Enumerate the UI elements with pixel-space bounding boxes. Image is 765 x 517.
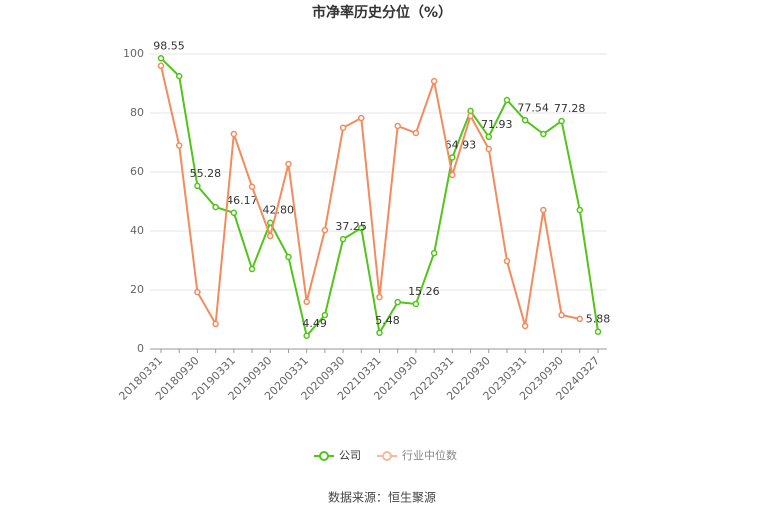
y-tick-label: 100	[123, 47, 144, 60]
point	[503, 96, 511, 104]
y-tick-label: 40	[130, 224, 144, 237]
point	[339, 235, 347, 243]
point	[230, 130, 238, 138]
data-label: 71.93	[481, 118, 513, 131]
data-label: 46.17	[226, 194, 258, 207]
point	[303, 298, 310, 306]
point	[175, 142, 183, 149]
data-label: 98.55	[153, 39, 185, 52]
source: 数据来源：恒生聚源	[328, 490, 436, 505]
point	[540, 206, 547, 214]
point	[358, 224, 365, 232]
y-tick-label: 0	[137, 342, 144, 355]
data-label: 15.26	[408, 285, 440, 298]
point	[485, 133, 492, 141]
point	[157, 62, 165, 70]
point	[576, 206, 584, 214]
point	[449, 171, 456, 179]
point	[321, 226, 329, 234]
point	[540, 130, 547, 138]
point	[212, 320, 219, 328]
point	[248, 183, 256, 190]
point	[285, 160, 292, 168]
point	[157, 55, 165, 62]
point	[339, 124, 347, 131]
point	[212, 203, 219, 211]
point	[394, 298, 401, 306]
point	[285, 253, 292, 261]
point	[521, 322, 529, 330]
point	[194, 288, 201, 296]
y-tick-label: 80	[130, 106, 144, 119]
point	[467, 107, 474, 115]
legend-item: 公司	[314, 449, 361, 462]
point	[267, 219, 274, 226]
chart-title: 市净率历史分位（%）	[312, 4, 452, 21]
point	[558, 117, 565, 125]
legend-label: 行业中位数	[402, 448, 457, 462]
point	[194, 182, 201, 190]
point	[230, 209, 238, 217]
point	[430, 77, 438, 85]
point	[430, 249, 438, 257]
point	[503, 257, 511, 265]
point	[558, 311, 565, 319]
point	[521, 117, 529, 124]
point	[412, 129, 420, 137]
data-label: 55.28	[190, 167, 222, 180]
point	[467, 112, 474, 120]
data-label: 5.48	[375, 314, 400, 327]
series-line	[160, 65, 580, 328]
point	[594, 328, 602, 335]
point	[576, 315, 584, 323]
point	[248, 265, 256, 273]
point	[175, 72, 183, 80]
point	[376, 293, 383, 301]
point	[376, 329, 383, 337]
data-label: 5.88	[586, 313, 611, 326]
point	[358, 114, 365, 122]
data-label: 37.25	[335, 220, 367, 233]
data-label: 64.93	[445, 138, 477, 151]
point	[449, 154, 456, 161]
point	[303, 332, 310, 340]
point	[394, 122, 401, 130]
legend-label: 公司	[339, 449, 361, 462]
point	[485, 145, 492, 153]
data-label: 4.49	[302, 317, 327, 330]
point	[321, 311, 329, 319]
point	[267, 232, 274, 240]
point	[412, 300, 420, 308]
data-label: 77.28	[554, 102, 586, 115]
legend-marker	[319, 451, 329, 461]
data-label: 77.54	[517, 101, 549, 114]
legend-item: 行业中位数	[377, 448, 457, 462]
legend-marker	[382, 451, 392, 461]
data-label: 42.80	[263, 204, 295, 217]
y-tick-label: 20	[130, 283, 144, 296]
y-tick-label: 60	[130, 165, 144, 178]
